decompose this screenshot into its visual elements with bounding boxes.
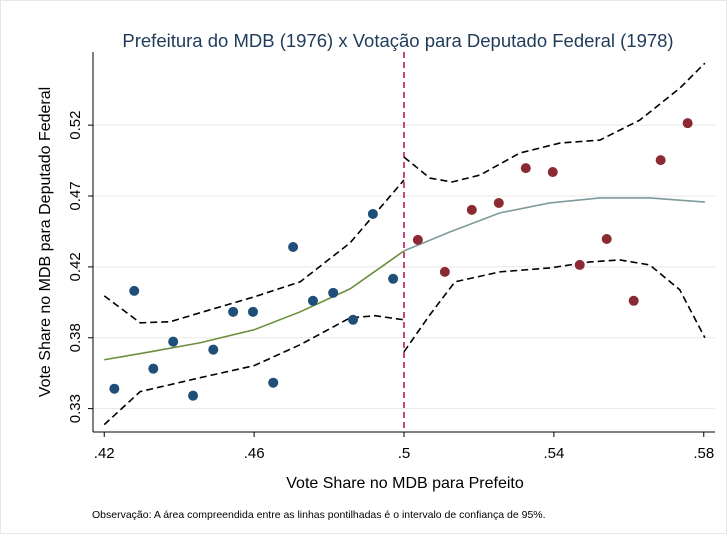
- x-tick-label: .46: [244, 445, 265, 462]
- confidence-band: [103, 314, 405, 426]
- point: [466, 204, 477, 215]
- point: [574, 259, 585, 270]
- point: [348, 314, 359, 325]
- x-tick-label: .42: [94, 445, 115, 462]
- point: [412, 234, 423, 245]
- point: [268, 377, 279, 388]
- x-tick-label: .58: [693, 445, 714, 462]
- note: Observação: A área compreendida entre as…: [92, 509, 546, 521]
- y-tick-label: 0.42: [67, 252, 84, 281]
- point: [547, 167, 558, 178]
- fit-line: [403, 197, 705, 252]
- point: [655, 155, 666, 166]
- y-tick-label: 0.38: [67, 323, 84, 352]
- point: [493, 197, 504, 208]
- point: [328, 287, 339, 298]
- point: [367, 208, 378, 219]
- x-tick-label: .54: [543, 445, 564, 462]
- point: [601, 233, 612, 244]
- point: [307, 295, 318, 306]
- chart-title: Prefeitura do MDB (1976) x Votação para …: [122, 30, 673, 51]
- y-tick-label: 0.33: [67, 394, 84, 423]
- point: [682, 118, 693, 129]
- x-tick-label: .5: [398, 445, 411, 462]
- confidence-band: [403, 62, 706, 183]
- point: [228, 306, 239, 317]
- point: [148, 363, 159, 374]
- point: [288, 241, 299, 252]
- point: [109, 383, 120, 394]
- point: [520, 163, 531, 174]
- point: [129, 285, 140, 296]
- confidence-band: [403, 259, 706, 353]
- point: [388, 273, 399, 284]
- y-tick-label: 0.47: [67, 181, 84, 210]
- point: [168, 336, 179, 347]
- point: [628, 295, 639, 306]
- point: [439, 266, 450, 277]
- confidence-band: [103, 179, 405, 324]
- x-axis-label: Vote Share no MDB para Prefeito: [286, 475, 524, 492]
- point: [208, 344, 219, 355]
- y-axis-label: Vote Share no MDB para Deputado Federal: [37, 87, 54, 397]
- point: [247, 306, 258, 317]
- y-tick-label: 0.52: [67, 111, 84, 140]
- point: [188, 390, 199, 401]
- fit-line: [104, 250, 405, 361]
